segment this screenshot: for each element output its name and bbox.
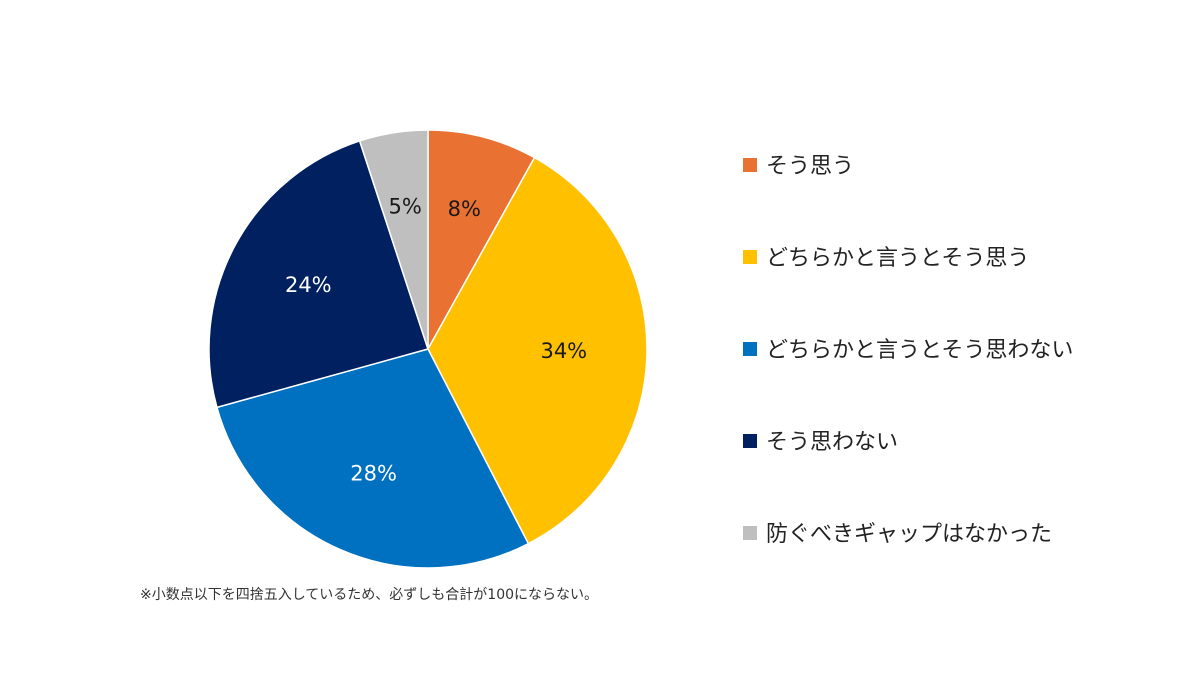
slice-data-label: 5%: [389, 194, 422, 218]
legend-label: 防ぐべきギャップはなかった: [766, 522, 1053, 547]
legend-swatch: [743, 434, 757, 448]
legend-swatch: [743, 250, 757, 264]
slice-data-label: 8%: [448, 197, 481, 221]
pie-slice: [358, 129, 429, 350]
pie-slice: [427, 156, 648, 545]
pie-slice: [215, 348, 530, 569]
slice-data-label: 24%: [285, 273, 332, 297]
slice-data-label: 28%: [350, 461, 397, 485]
legend-swatch: [743, 158, 757, 172]
legend-swatch: [743, 526, 757, 540]
footnote: ※小数点以下を四捨五入しているため、必ずしも合計が100にならない。: [140, 587, 599, 603]
legend-label: そう思う: [766, 154, 855, 179]
pie-slice: [427, 129, 536, 352]
legend-label: どちらかと言うとそう思う: [766, 246, 1030, 271]
legend-label: どちらかと言うとそう思わない: [766, 338, 1074, 363]
pie-slice: [208, 139, 429, 409]
legend-swatch: [743, 342, 757, 356]
slice-data-label: 34%: [540, 339, 587, 363]
legend-label: そう思わない: [766, 430, 899, 455]
